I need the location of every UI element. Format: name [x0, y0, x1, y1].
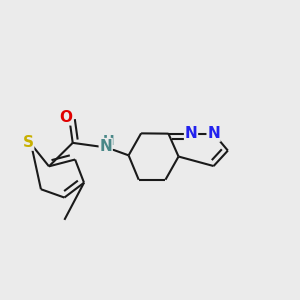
- Text: H: H: [103, 134, 115, 148]
- Text: O: O: [60, 110, 73, 125]
- Text: N: N: [99, 139, 112, 154]
- Text: N: N: [184, 126, 197, 141]
- Text: S: S: [22, 135, 34, 150]
- Text: N: N: [207, 126, 220, 141]
